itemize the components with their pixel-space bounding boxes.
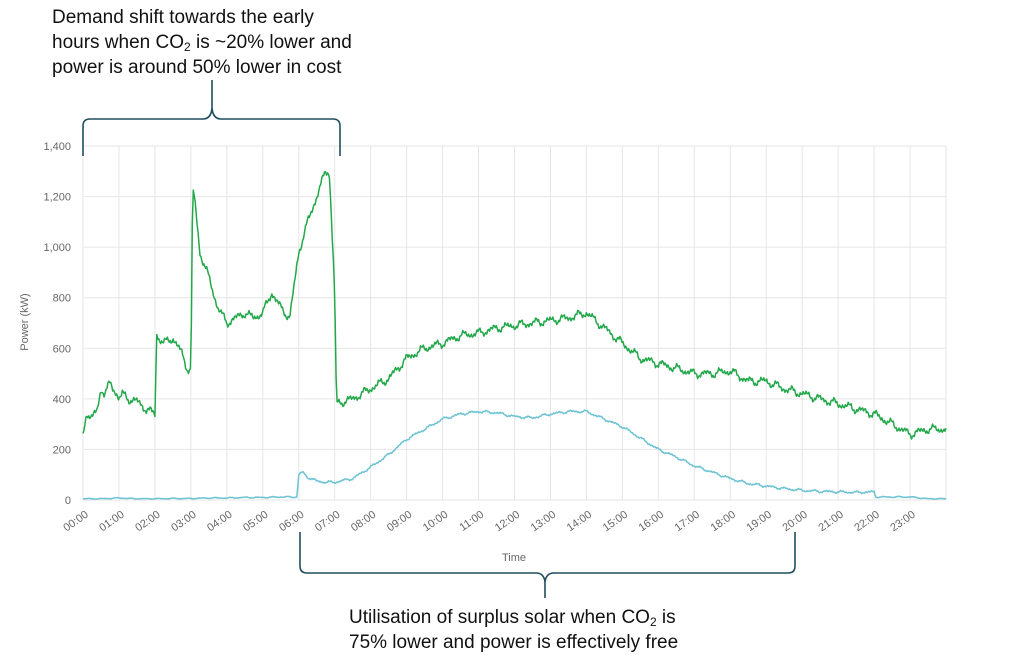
- top-annotation-subscript: 2: [184, 40, 191, 54]
- top-annotation: Demand shift towards the early hours whe…: [52, 5, 352, 80]
- bottom-annotation-line1: Utilisation of surplus solar when CO2 is: [349, 605, 678, 630]
- y-tick-label: 200: [53, 444, 71, 456]
- y-tick-label: 1,400: [43, 141, 71, 153]
- bottom-annotation: Utilisation of surplus solar when CO2 is…: [349, 605, 678, 655]
- x-tick-label: 03:00: [169, 509, 198, 535]
- top-brace: [82, 80, 341, 156]
- x-tick-label: 04:00: [205, 509, 234, 535]
- x-tick-label: 17:00: [673, 509, 702, 535]
- x-tick-labels: 00:00 01:00 02:00 03:00 04:00 05:00 06:00 07:00…: [61, 509, 917, 535]
- x-tick-label: 14:00: [565, 509, 594, 535]
- x-tick-label: 13:00: [529, 509, 558, 535]
- y-tick-label: 0: [65, 495, 71, 507]
- bottom-brace: [299, 532, 796, 598]
- bottom-annotation-subscript: 2: [649, 615, 657, 629]
- x-tick-label: 11:00: [457, 509, 486, 534]
- x-tick-label: 09:00: [385, 509, 414, 535]
- x-tick-label: 08:00: [349, 509, 378, 535]
- top-annotation-line2: hours when CO2 is ~20% lower and: [52, 30, 352, 55]
- x-tick-label: 12:00: [493, 509, 522, 535]
- x-tick-label: 20:00: [780, 509, 809, 535]
- chart-grid: [82, 145, 947, 501]
- bottom-annotation-line1-post: is: [656, 607, 676, 628]
- solar-series-line: [82, 409, 947, 501]
- y-tick-label: 800: [53, 293, 71, 305]
- x-tick-label: 22:00: [852, 509, 881, 535]
- x-tick-label: 02:00: [133, 509, 162, 535]
- x-tick-label: 21:00: [816, 509, 845, 535]
- x-tick-label: 23:00: [888, 509, 917, 535]
- x-axis-title: Time: [502, 552, 526, 564]
- x-tick-label: 06:00: [277, 509, 306, 535]
- x-tick-label: 10:00: [421, 509, 450, 535]
- x-tick-label: 16:00: [637, 509, 666, 535]
- x-tick-label: 01:00: [97, 509, 126, 535]
- y-tick-label: 400: [53, 394, 71, 406]
- y-tick-labels: 0 200 400 600 800 1,000 1,200 1,400: [43, 141, 71, 507]
- x-tick-label: 05:00: [241, 509, 270, 535]
- top-annotation-line2-post: is ~20% lower and: [190, 32, 352, 53]
- y-tick-label: 1,200: [43, 192, 71, 204]
- bottom-annotation-line1-pre: Utilisation of surplus solar when CO: [349, 607, 650, 628]
- top-annotation-line1: Demand shift towards the early: [52, 7, 314, 28]
- x-tick-label: 07:00: [313, 509, 342, 535]
- top-annotation-line3: power is around 50% lower in cost: [52, 57, 342, 78]
- y-tick-label: 600: [53, 343, 71, 355]
- bottom-annotation-line2: 75% lower and power is effectively free: [349, 632, 679, 653]
- y-axis-title: Power (kW): [19, 293, 31, 350]
- x-tick-label: 00:00: [61, 509, 90, 535]
- y-tick-label: 1,000: [43, 242, 71, 254]
- chart-series: [82, 171, 947, 501]
- x-tick-label: 15:00: [601, 509, 630, 535]
- demand-series-line: [82, 171, 947, 440]
- x-tick-label: 18:00: [709, 509, 738, 535]
- top-annotation-line2-pre: hours when CO: [52, 32, 185, 53]
- x-tick-label: 19:00: [744, 509, 773, 535]
